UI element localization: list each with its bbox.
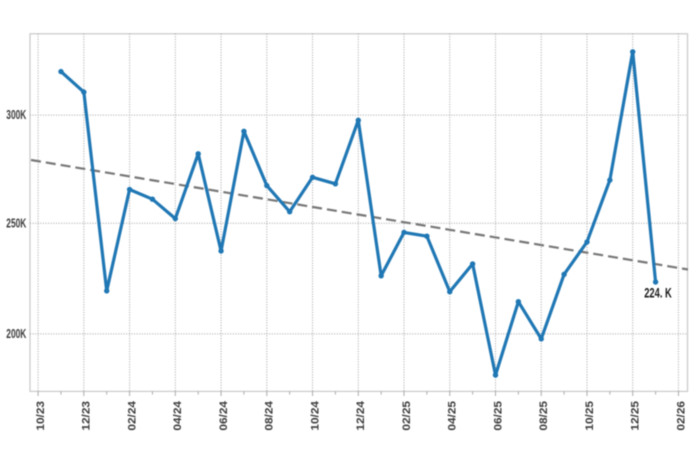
svg-text:10/25: 10/25 xyxy=(584,401,596,431)
svg-text:04/25: 04/25 xyxy=(447,401,459,431)
svg-text:12/24: 12/24 xyxy=(355,401,367,431)
svg-text:12/25: 12/25 xyxy=(630,401,642,431)
svg-text:300K: 300K xyxy=(6,107,26,122)
svg-text:10/24: 10/24 xyxy=(309,401,321,431)
svg-text:12/23: 12/23 xyxy=(81,401,93,431)
svg-text:06/24: 06/24 xyxy=(218,401,230,431)
svg-text:02/25: 02/25 xyxy=(401,401,413,431)
svg-text:224. K: 224. K xyxy=(644,285,672,300)
svg-text:08/24: 08/24 xyxy=(264,401,276,431)
svg-text:06/25: 06/25 xyxy=(492,401,504,431)
svg-text:200K: 200K xyxy=(6,326,26,341)
svg-text:10/23: 10/23 xyxy=(35,401,47,431)
svg-text:02/26: 02/26 xyxy=(675,401,687,431)
svg-text:250K: 250K xyxy=(6,215,26,230)
svg-text:04/24: 04/24 xyxy=(172,401,184,431)
svg-text:08/25: 08/25 xyxy=(538,401,550,431)
svg-text:02/24: 02/24 xyxy=(126,401,138,431)
